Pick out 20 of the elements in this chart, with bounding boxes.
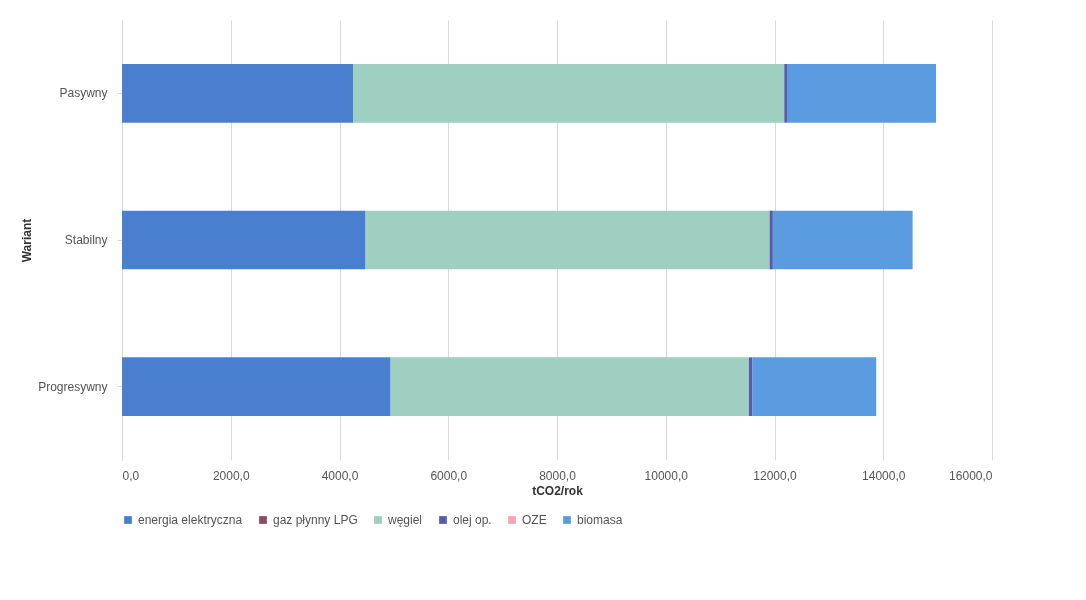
x-tick-label: 0,0 bbox=[122, 468, 140, 483]
x-axis-title: tCO2/rok bbox=[532, 483, 584, 498]
legend-label: olej op. bbox=[453, 513, 492, 527]
x-tick-label: 14000,0 bbox=[862, 468, 906, 483]
legend-label: gaz płynny LPG bbox=[273, 513, 358, 527]
legend-label: węgiel bbox=[387, 513, 423, 527]
y-axis-title: Wariant bbox=[20, 218, 35, 263]
x-tick-label: 12000,0 bbox=[753, 468, 798, 483]
x-tick-label: 6000,0 bbox=[430, 468, 468, 483]
y-tick-label: Pasywny bbox=[59, 86, 108, 101]
y-tick-label: Progresywny bbox=[38, 379, 108, 394]
x-tick-label: 8000,0 bbox=[539, 468, 577, 483]
legend-label: OZE bbox=[522, 513, 547, 527]
legend-label: biomasa bbox=[577, 513, 623, 527]
y-tick-label: Stabilny bbox=[64, 233, 108, 247]
x-tick-label: 16000,0 bbox=[949, 468, 993, 483]
legend-label: energia elektryczna bbox=[138, 513, 243, 527]
x-tick-label: 10000,0 bbox=[644, 468, 689, 483]
x-tick-label: 2000,0 bbox=[212, 468, 250, 483]
x-tick-label: 4000,0 bbox=[321, 468, 359, 483]
